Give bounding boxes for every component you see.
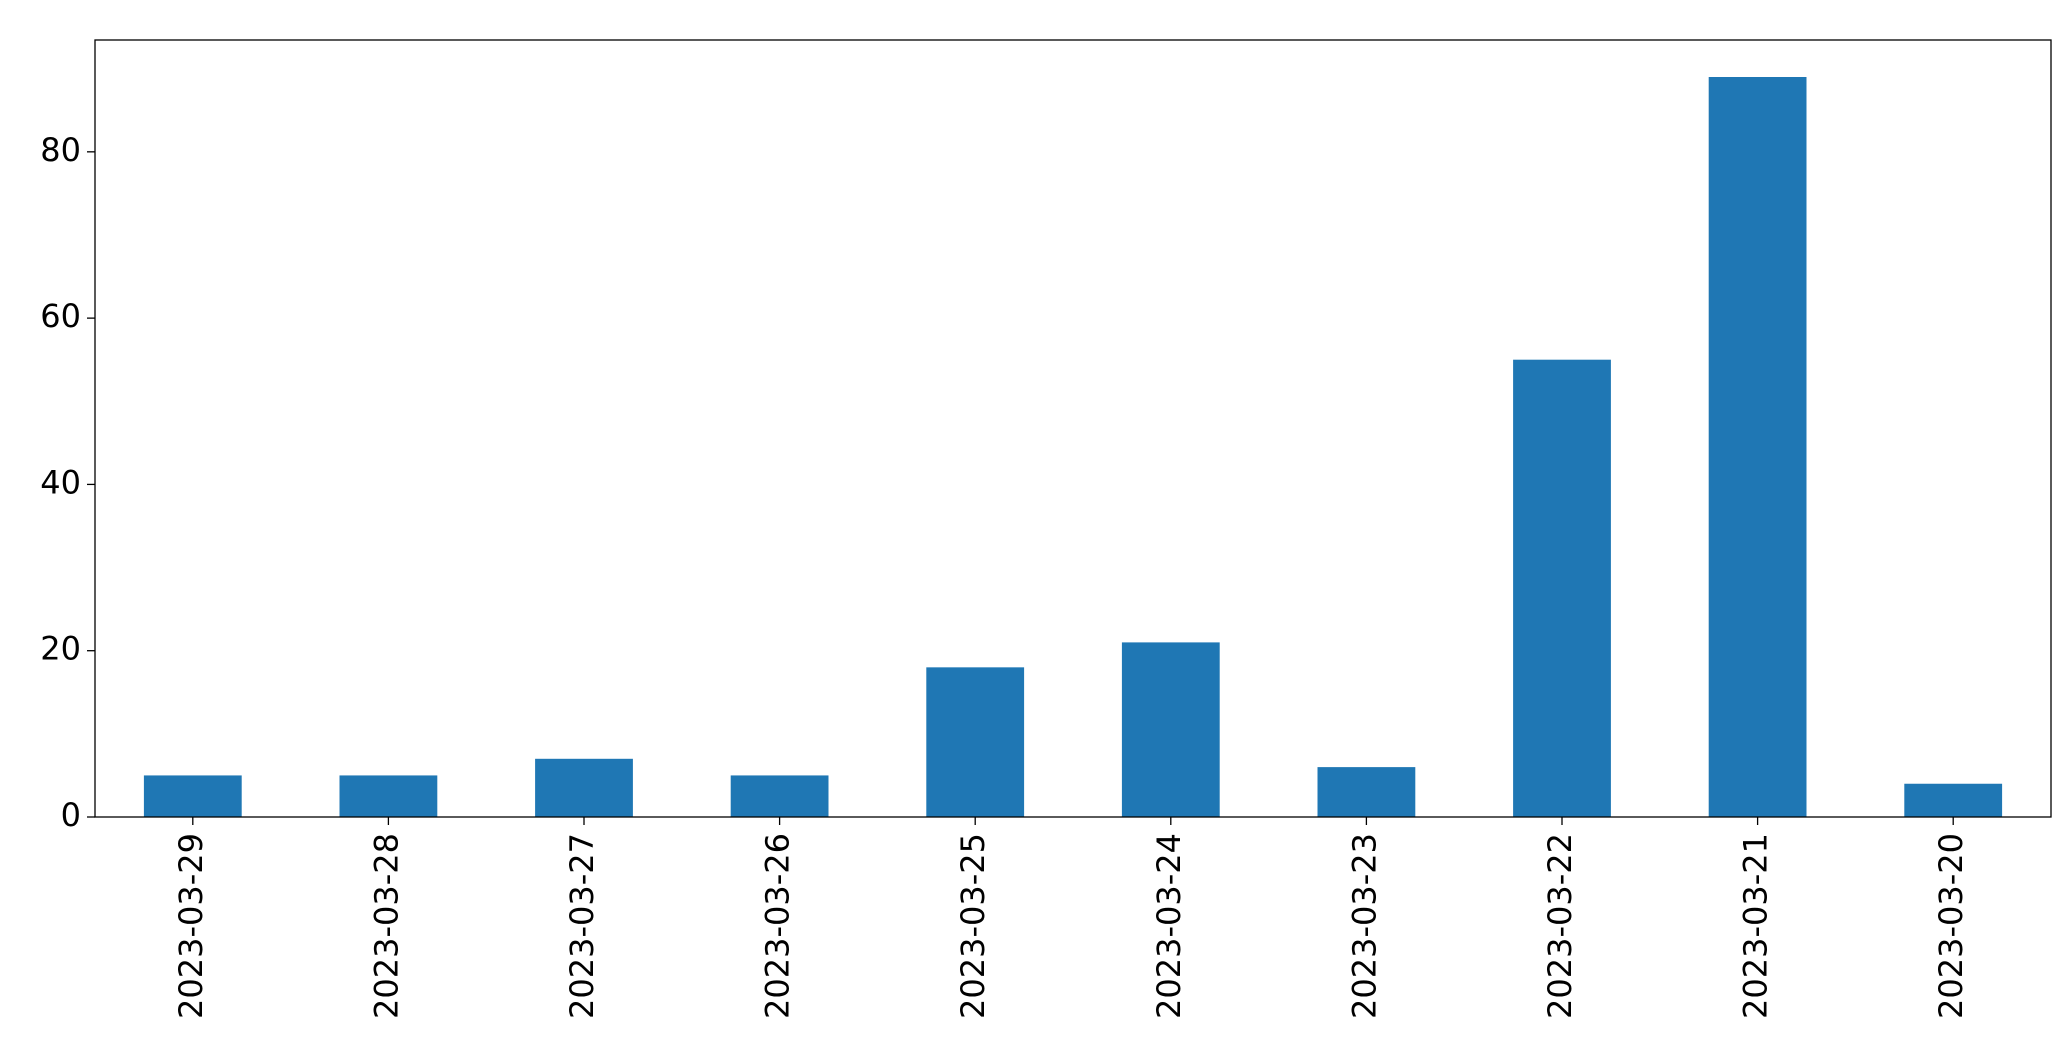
plot-frame bbox=[94, 39, 2052, 818]
bar bbox=[1708, 77, 1807, 817]
bar bbox=[143, 775, 242, 817]
bar bbox=[926, 667, 1025, 817]
bar bbox=[535, 758, 633, 817]
bar bbox=[1317, 767, 1416, 817]
x-tick-label: 2023-03-20 bbox=[1932, 833, 1970, 1019]
y-tick-label: 20 bbox=[40, 630, 81, 668]
x-tick-label: 2023-03-26 bbox=[759, 833, 797, 1019]
x-tick-label: 2023-03-24 bbox=[1150, 833, 1188, 1019]
x-tick-label: 2023-03-23 bbox=[1345, 833, 1383, 1019]
x-tick-label: 2023-03-22 bbox=[1541, 833, 1579, 1019]
y-tick-label: 80 bbox=[40, 131, 81, 169]
y-tick-label: 0 bbox=[61, 796, 81, 834]
y-tick-label: 60 bbox=[40, 297, 81, 335]
bar bbox=[339, 775, 438, 817]
y-tick-label: 40 bbox=[40, 463, 81, 501]
x-tick-label: 2023-03-21 bbox=[1737, 833, 1775, 1019]
bar bbox=[730, 775, 829, 817]
x-tick-label: 2023-03-27 bbox=[563, 833, 601, 1019]
x-tick-label: 2023-03-28 bbox=[367, 833, 405, 1019]
bar bbox=[1904, 783, 2003, 817]
bar bbox=[1121, 642, 1220, 817]
x-tick-label: 2023-03-29 bbox=[172, 833, 210, 1019]
bar bbox=[1513, 359, 1611, 817]
x-tick-label: 2023-03-25 bbox=[954, 833, 992, 1019]
